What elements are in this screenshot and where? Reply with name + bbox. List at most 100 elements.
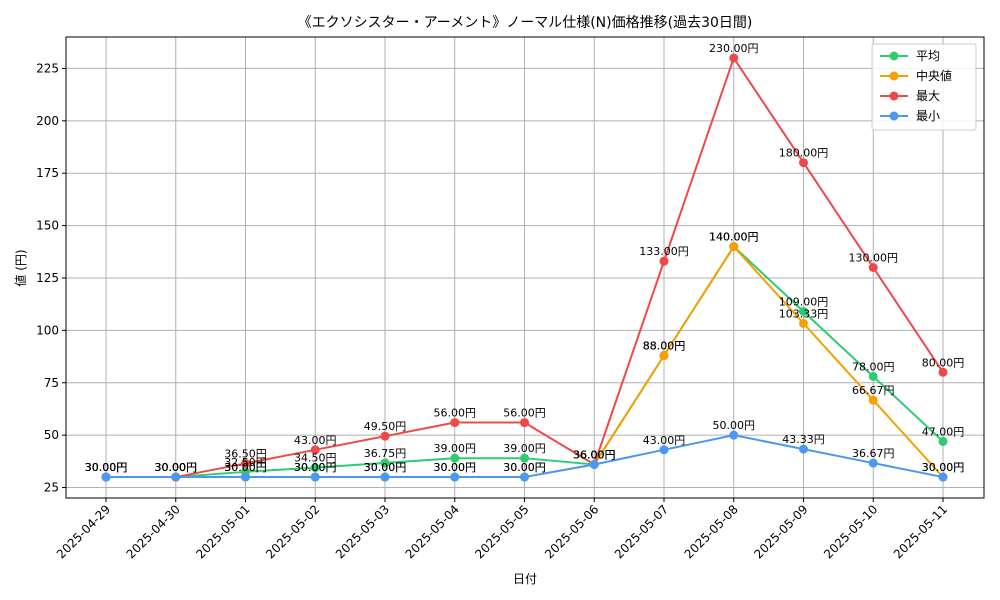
data-point <box>938 367 948 377</box>
data-label: 36.50円 <box>224 447 267 460</box>
legend-marker <box>889 71 899 81</box>
legend-label: 中央値 <box>916 68 952 83</box>
data-label: 30.00円 <box>364 461 407 474</box>
data-label: 130.00円 <box>849 252 899 265</box>
data-point <box>659 256 669 266</box>
data-label: 36.67円 <box>852 447 895 460</box>
y-tick-label: 25 <box>44 481 59 495</box>
data-label: 66.67円 <box>852 384 895 397</box>
y-tick-label: 200 <box>36 114 59 128</box>
legend-label: 平均 <box>916 49 940 63</box>
y-tick-label: 150 <box>36 219 59 233</box>
data-point <box>380 472 390 482</box>
data-point <box>729 430 739 440</box>
data-label: 56.00円 <box>434 407 477 420</box>
data-label: 140.00円 <box>709 231 759 244</box>
legend-marker <box>889 91 899 101</box>
y-tick-label: 100 <box>36 323 59 337</box>
data-point <box>241 472 250 482</box>
data-label: 30.00円 <box>85 461 128 474</box>
legend-marker <box>889 111 899 121</box>
data-label: 30.00円 <box>503 461 546 474</box>
data-point <box>520 453 529 463</box>
data-label: 39.00円 <box>503 442 546 455</box>
data-point <box>799 444 808 454</box>
legend-item: 中央値 <box>880 68 952 83</box>
data-point <box>171 472 181 482</box>
data-label: 30.00円 <box>364 461 407 474</box>
data-label: 30.00円 <box>922 461 965 474</box>
data-label: 88.00円 <box>643 340 686 353</box>
data-point <box>868 395 878 405</box>
data-label: 43.00円 <box>294 434 337 447</box>
data-label: 30.00円 <box>922 461 965 474</box>
data-label: 230.00円 <box>709 42 759 55</box>
data-point <box>310 472 320 482</box>
data-label: 56.00円 <box>503 407 546 420</box>
data-label: 34.50円 <box>294 452 337 465</box>
series-4 <box>101 430 948 482</box>
data-label: 43.00円 <box>643 434 686 447</box>
data-label: 88.00円 <box>643 340 686 353</box>
y-tick-label: 75 <box>44 376 59 390</box>
data-point <box>799 307 808 317</box>
data-label: 140.00円 <box>709 231 759 244</box>
data-label: 30.00円 <box>224 461 267 474</box>
data-point <box>520 472 529 482</box>
legend-label: 最大 <box>916 89 940 103</box>
data-label: 30.00円 <box>434 461 477 474</box>
legend-item: 最大 <box>880 89 940 103</box>
data-point <box>380 431 390 441</box>
data-label: 30.00円 <box>224 461 267 474</box>
data-label: 133.00円 <box>639 245 689 258</box>
data-label: 80.00円 <box>922 356 965 369</box>
data-point <box>310 463 320 473</box>
data-label: 32.50円 <box>224 456 267 469</box>
data-label: 36.00円 <box>573 448 616 461</box>
x-axis-label: 日付 <box>513 572 537 586</box>
chart-title: 《エクソシスター・アーメント》ノーマル仕様(N)価格推移(過去30日間) <box>298 15 753 31</box>
data-labels: 30.00円 30.00円 32.50円 34.50円 36.75円 39.00円 39.0… <box>85 42 965 474</box>
data-label: 109.00円 <box>779 296 829 309</box>
data-point <box>450 418 460 428</box>
data-point <box>589 459 599 469</box>
y-tick-label: 125 <box>36 271 59 285</box>
data-label: 30.00円 <box>434 461 477 474</box>
legend-marker <box>889 51 899 61</box>
data-label: 30.00円 <box>155 461 198 474</box>
data-point <box>450 453 460 463</box>
y-tick-label: 50 <box>44 428 59 442</box>
data-point <box>380 458 390 468</box>
y-axis-ticks: 25 50 75 100 125 150 175 200 225 <box>36 61 66 495</box>
grid <box>66 37 984 498</box>
data-label: 36.00円 <box>573 448 616 461</box>
data-label: 180.00円 <box>779 147 829 160</box>
data-label: 47.00円 <box>922 425 965 438</box>
data-label: 30.00円 <box>294 461 337 474</box>
data-point <box>938 436 948 446</box>
data-point <box>868 371 878 381</box>
data-label: 30.00円 <box>503 461 546 474</box>
data-point <box>101 472 111 482</box>
legend-item: 最小 <box>880 109 940 123</box>
data-point <box>450 472 460 482</box>
data-label: 30.00円 <box>155 461 198 474</box>
data-point <box>659 351 669 361</box>
data-label: 30.00円 <box>85 461 128 474</box>
data-point <box>938 472 948 482</box>
data-label: 39.00円 <box>434 442 477 455</box>
data-point <box>868 458 878 468</box>
series-lines <box>101 53 948 482</box>
data-label: 30.00円 <box>155 461 198 474</box>
y-axis-label: 値 (円) <box>13 249 28 286</box>
data-label: 30.00円 <box>294 461 337 474</box>
data-point <box>659 445 669 455</box>
data-point <box>310 445 320 455</box>
y-tick-label: 175 <box>36 166 59 180</box>
data-point <box>520 418 529 428</box>
y-tick-label: 225 <box>36 61 59 75</box>
data-label: 30.00円 <box>85 461 128 474</box>
